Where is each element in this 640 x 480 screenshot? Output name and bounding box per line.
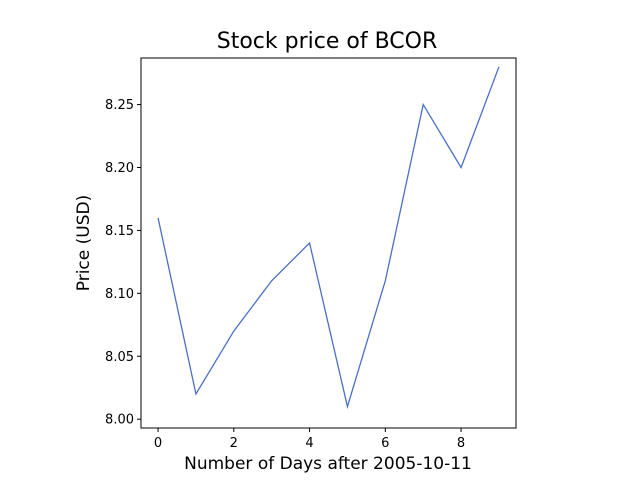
data-point (308, 241, 311, 244)
series-layer (157, 66, 500, 410)
y-axis: 8.00 8.05 8.10 8.15 8.20 8.25 (105, 98, 141, 428)
data-point (156, 216, 159, 219)
data-point (346, 405, 349, 408)
x-tick-label: 4 (305, 436, 313, 451)
x-tick-label: 8 (457, 436, 465, 451)
data-point (270, 279, 273, 282)
y-tick-label: 8.20 (105, 161, 134, 176)
y-axis-title: Price (USD) (74, 195, 94, 291)
data-point (459, 166, 462, 169)
y-tick-label: 8.15 (105, 224, 134, 239)
data-point (194, 392, 197, 395)
x-tick-label: 0 (154, 436, 162, 451)
x-axis-title: Number of Days after 2005-10-11 (184, 454, 472, 474)
y-tick-label: 8.25 (105, 98, 134, 113)
y-tick-label: 8.10 (105, 287, 134, 302)
x-tick-label: 6 (381, 436, 389, 451)
data-point (422, 103, 425, 106)
chart-title: Stock price of BCOR (217, 29, 438, 54)
data-point (497, 65, 500, 68)
y-tick-label: 8.00 (105, 413, 134, 428)
plot-area-frame (140, 57, 517, 429)
series-line (157, 66, 500, 410)
x-axis: 0 2 4 6 8 (154, 428, 465, 451)
data-points (156, 65, 500, 408)
y-tick-label: 8.05 (105, 350, 134, 365)
data-point (232, 329, 235, 332)
x-tick-label: 2 (230, 436, 238, 451)
data-point (384, 279, 387, 282)
